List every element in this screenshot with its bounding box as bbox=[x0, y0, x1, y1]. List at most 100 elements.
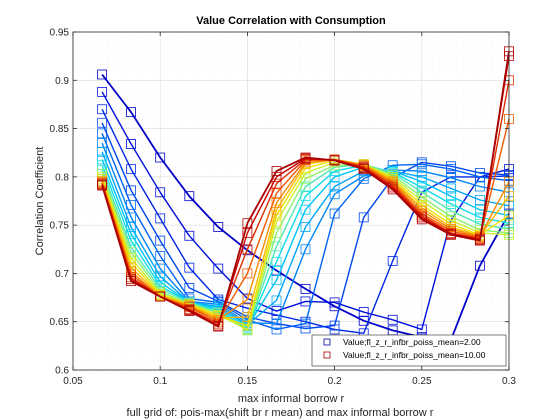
data-point bbox=[184, 191, 195, 202]
data-point bbox=[126, 139, 136, 149]
data-point bbox=[300, 152, 311, 163]
data-point bbox=[184, 230, 195, 241]
data-point bbox=[155, 235, 166, 246]
axes: 0.05 0.1 0.15 0.2 0.25 0.3 0.6 0.65 0.7 0.75 0.8 0.… bbox=[50, 28, 517, 388]
data-point bbox=[446, 191, 456, 202]
y-tick-label: 0.95 bbox=[50, 28, 70, 39]
data-point bbox=[242, 218, 253, 229]
data-point bbox=[271, 275, 282, 286]
data-point bbox=[416, 166, 427, 176]
data-point bbox=[184, 262, 195, 273]
data-point bbox=[155, 251, 166, 261]
data-point bbox=[300, 296, 311, 307]
data-point bbox=[271, 178, 282, 189]
data-point bbox=[97, 154, 108, 165]
data-point bbox=[271, 318, 282, 329]
data-point bbox=[155, 291, 166, 302]
data-point bbox=[126, 276, 136, 287]
data-point bbox=[213, 222, 224, 232]
data-point bbox=[387, 184, 398, 195]
data-point bbox=[97, 146, 108, 157]
data-point bbox=[97, 180, 108, 191]
data-point bbox=[155, 152, 166, 163]
data-point bbox=[387, 314, 398, 325]
y-tick-label: 0.6 bbox=[55, 366, 69, 377]
data-point bbox=[184, 306, 195, 316]
x-tick-label: 0.05 bbox=[63, 376, 83, 387]
data-point bbox=[271, 256, 282, 267]
figure-caption: full grid of: pois-max(shift br r mean) … bbox=[127, 407, 434, 419]
data-point bbox=[97, 104, 108, 115]
data-point bbox=[126, 185, 136, 196]
series-line bbox=[101, 163, 510, 331]
data-point bbox=[474, 195, 485, 205]
data-point bbox=[271, 198, 282, 208]
data-point bbox=[97, 86, 108, 97]
data-point bbox=[97, 128, 108, 139]
data-point bbox=[300, 204, 311, 215]
y-tick-label: 0.8 bbox=[55, 172, 69, 183]
x-tick-label: 0.2 bbox=[328, 376, 342, 387]
data-point bbox=[474, 260, 485, 271]
legend: Value;fl_z_r_infbr_poiss_mean=2.00 Value… bbox=[311, 334, 507, 367]
data-point bbox=[446, 183, 456, 194]
x-tick-label: 0.25 bbox=[412, 376, 432, 387]
data-point bbox=[358, 307, 369, 317]
x-tick-label: 0.1 bbox=[153, 376, 167, 387]
legend-marker-2 bbox=[323, 351, 331, 359]
data-point bbox=[300, 283, 311, 294]
series-line bbox=[101, 164, 510, 330]
series-19 bbox=[97, 46, 514, 332]
plot-background bbox=[73, 32, 509, 370]
series-line bbox=[101, 151, 510, 326]
y-tick-label: 0.9 bbox=[55, 76, 69, 87]
x-axis-label: max informal borrow r bbox=[238, 393, 345, 405]
data-point bbox=[387, 255, 398, 266]
y-tick-label: 0.85 bbox=[50, 124, 70, 135]
data-point bbox=[126, 212, 136, 223]
data-point bbox=[184, 283, 195, 293]
data-point bbox=[329, 320, 340, 331]
series-line bbox=[101, 163, 510, 332]
series-layer bbox=[97, 46, 514, 345]
series-line bbox=[101, 51, 510, 328]
x-tick-label: 0.3 bbox=[502, 376, 516, 387]
y-tick-label: 0.65 bbox=[50, 317, 70, 328]
data-point bbox=[329, 297, 340, 308]
data-point bbox=[358, 212, 369, 223]
data-point bbox=[416, 324, 427, 335]
y-tick-label: 0.75 bbox=[50, 221, 70, 232]
data-point bbox=[271, 324, 282, 335]
series-line bbox=[101, 159, 510, 328]
series-6 bbox=[97, 138, 514, 329]
plot-frame bbox=[72, 31, 510, 371]
series-line bbox=[101, 91, 510, 331]
legend-box bbox=[311, 334, 507, 367]
data-point bbox=[155, 213, 166, 224]
data-point bbox=[474, 171, 485, 182]
series-line bbox=[101, 159, 510, 327]
data-point bbox=[242, 227, 253, 238]
data-point bbox=[213, 321, 224, 332]
data-point bbox=[300, 244, 311, 255]
data-point bbox=[446, 172, 456, 183]
chart-title: Value Correlation with Consumption bbox=[196, 15, 386, 27]
legend-label-1: Value;fl_z_r_infbr_poiss_mean=2.00 bbox=[343, 337, 481, 347]
data-point bbox=[271, 295, 282, 306]
data-point bbox=[329, 181, 340, 192]
data-point bbox=[97, 69, 108, 80]
data-point bbox=[446, 229, 456, 240]
data-point bbox=[242, 311, 253, 322]
series-line bbox=[101, 133, 510, 331]
data-point bbox=[474, 181, 485, 192]
data-point bbox=[300, 318, 311, 329]
data-point bbox=[416, 176, 427, 187]
series-line bbox=[101, 142, 510, 325]
data-point bbox=[97, 117, 108, 128]
data-point bbox=[126, 164, 136, 175]
data-point bbox=[271, 166, 282, 176]
legend-label-2: Value;fl_z_r_infbr_poiss_mean=10.00 bbox=[343, 350, 486, 360]
data-point bbox=[416, 159, 427, 170]
data-point bbox=[126, 107, 136, 118]
